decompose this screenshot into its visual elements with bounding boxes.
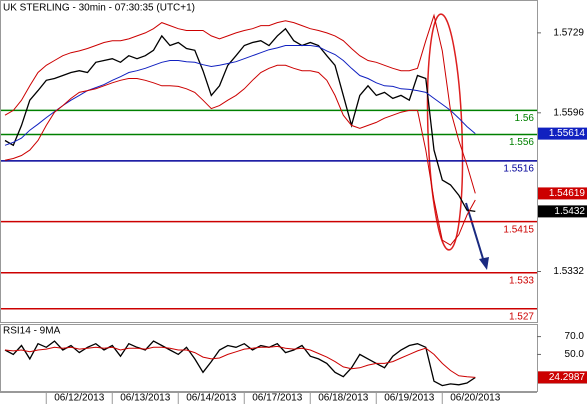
x-tick-label: 06/19/2013 xyxy=(384,393,434,404)
level-label: 1.556 xyxy=(509,137,534,148)
price-tag-label: 1.54619 xyxy=(549,188,586,199)
y-tick-label: 1.5596 xyxy=(553,107,584,118)
price-tag xyxy=(538,205,587,218)
x-tick-label: 06/17/2013 xyxy=(252,393,302,404)
y-tick-label: 70.0 xyxy=(565,331,585,342)
x-tick-label: 06/12/2013 xyxy=(54,393,104,404)
level-label: 1.56 xyxy=(515,113,535,124)
price-tag-label: 1.55614 xyxy=(549,128,586,139)
series-line xyxy=(4,45,476,146)
trend-arrow-head xyxy=(479,257,489,270)
series-line xyxy=(4,13,476,194)
y-tick-label: 1.5332 xyxy=(553,266,584,277)
level-label: 1.5516 xyxy=(503,164,534,175)
y-tick-label: 1.5729 xyxy=(553,28,584,39)
x-tick-label: 06/20/2013 xyxy=(450,393,500,404)
series-line xyxy=(4,27,476,213)
series-line xyxy=(4,345,476,378)
price-tag xyxy=(538,187,587,200)
level-label: 1.533 xyxy=(509,275,534,286)
rsi-panel xyxy=(0,324,538,392)
x-tick-label: 06/14/2013 xyxy=(186,393,236,404)
series-line xyxy=(4,340,476,387)
price-tag xyxy=(538,127,587,140)
rsi-title: RSI14 - 9MA xyxy=(3,326,61,337)
price-tag xyxy=(538,371,587,384)
trend-arrow xyxy=(465,202,485,263)
highlight-ellipse xyxy=(426,13,464,251)
series-line xyxy=(4,64,476,246)
price-tag-label: 24.2987 xyxy=(549,372,586,383)
chart-title: UK STERLING - 30min - 07:30:35 (UTC+1) xyxy=(3,3,195,14)
x-tick-label: 06/18/2013 xyxy=(318,393,368,404)
price-tag-label: 1.5432 xyxy=(554,206,585,217)
y-tick-label: 50.0 xyxy=(565,349,585,360)
x-tick-label: 06/13/2013 xyxy=(120,393,170,404)
level-label: 1.5415 xyxy=(503,224,534,235)
level-label: 1.527 xyxy=(509,311,534,322)
